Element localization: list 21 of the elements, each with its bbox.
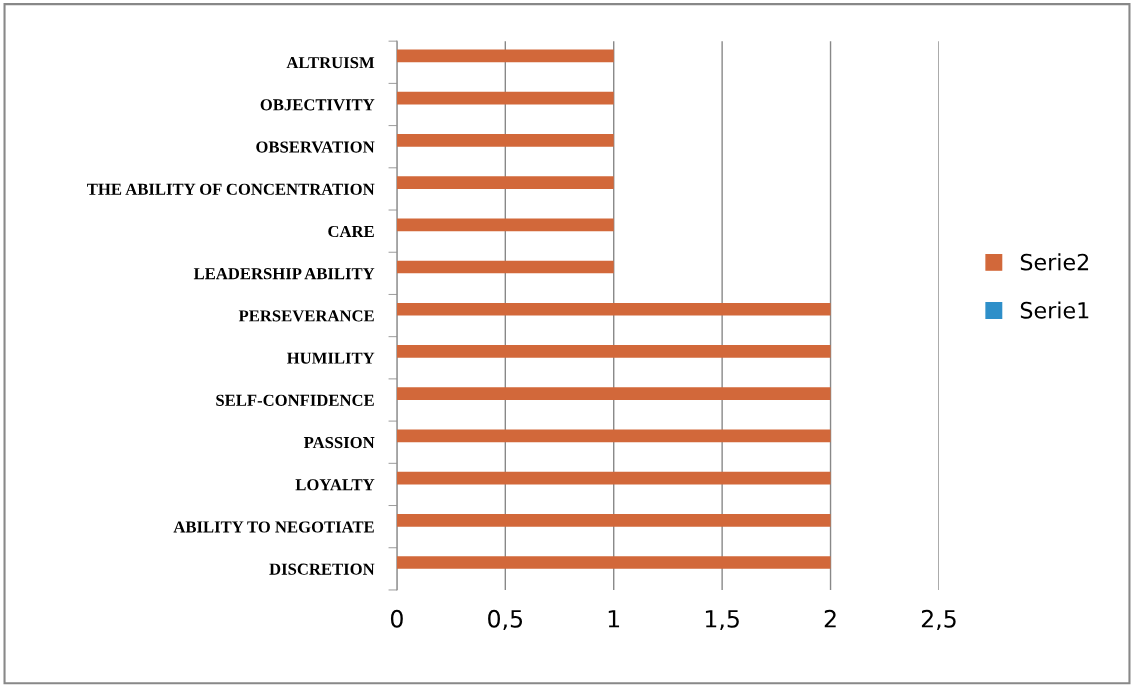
y-tick-label: CARE [328,225,374,238]
y-tick-label: HUMILITY [286,352,375,364]
x-tick-label: 1,5 [705,610,739,631]
y-tick-label: SELF-CONFIDENCE [216,394,374,406]
y-tick-label: ABILITY TO NEGOTIATE [173,521,374,533]
y-tick-label: LOYALTY [295,479,375,491]
y-tick-label: ALTRUISM [286,57,375,69]
y-tick-label: THE ABILITY OF CONCENTRATION [87,183,375,195]
y-tick-label: DISCRETION [269,563,375,575]
y-tick-label: LEADERSHIP ABILITY [193,268,375,280]
x-tick-label: 0,5 [488,609,523,631]
x-tick-label: 2 [824,609,836,628]
y-tick-label: PASSION [303,436,375,449]
x-tick-label: 0 [390,609,403,628]
y-tick-label: OBSERVATION [256,141,375,153]
y-tick-label: PERSEVERANCE [238,310,374,322]
x-tick-label: 2,5 [921,609,956,631]
y-tick-label: OBJECTIVITY [260,99,375,111]
x-tick-label: 1 [608,610,620,628]
legend-label: Serie1 [1020,301,1089,319]
legend-label: Serie2 [1020,253,1089,271]
